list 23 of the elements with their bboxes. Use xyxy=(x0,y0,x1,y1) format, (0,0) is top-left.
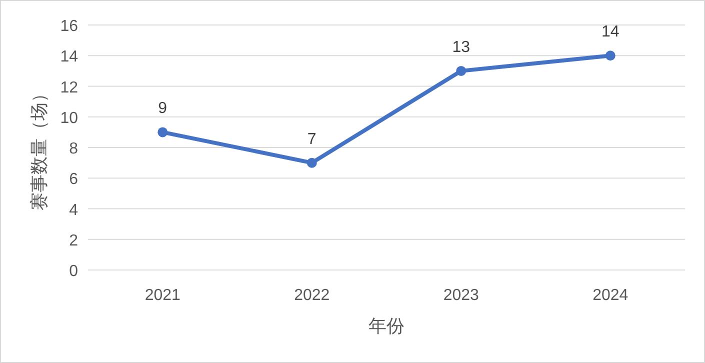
y-tick-label: 0 xyxy=(69,263,78,280)
y-tick-label: 12 xyxy=(60,79,78,96)
x-axis-title: 年份 xyxy=(368,316,404,336)
x-tick-label: 2023 xyxy=(443,287,480,304)
point xyxy=(456,66,466,76)
y-tick-label: 16 xyxy=(60,18,78,35)
data-label: 13 xyxy=(452,38,470,56)
y-tick-label: 4 xyxy=(69,202,78,219)
x-tick-label: 2021 xyxy=(144,287,181,304)
y-tick-label: 14 xyxy=(60,48,78,66)
point xyxy=(158,127,168,138)
y-axis-title: 赛事数量（场） xyxy=(29,84,49,210)
y-tick-label: 8 xyxy=(69,140,78,158)
data-label: 9 xyxy=(158,100,168,118)
y-tick-label: 6 xyxy=(69,171,78,188)
x-tick-label: 2024 xyxy=(592,287,628,304)
data-label: 7 xyxy=(307,130,316,148)
data-label: 14 xyxy=(601,24,620,41)
y-tick-label: 2 xyxy=(69,232,78,250)
y-tick-label: 10 xyxy=(60,110,78,127)
x-tick-label: 2022 xyxy=(294,287,330,304)
point xyxy=(306,158,317,168)
point xyxy=(605,50,616,61)
